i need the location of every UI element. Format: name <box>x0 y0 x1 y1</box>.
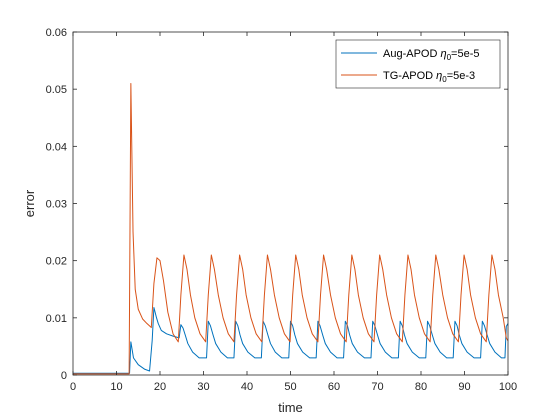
x-tick-label: 20 <box>154 381 166 393</box>
y-tick-label: 0.03 <box>46 199 67 211</box>
y-tick-label: 0.02 <box>46 256 67 268</box>
y-tick-label: 0.04 <box>46 141 67 153</box>
x-tick-label: 0 <box>70 381 76 393</box>
y-axis-label: error <box>22 189 37 217</box>
series-line-tg-apod <box>73 82 509 375</box>
x-tick-label: 60 <box>328 381 340 393</box>
plot-area-background <box>73 32 508 375</box>
series-line-aug-apod <box>73 307 509 374</box>
y-tick-label: 0.06 <box>46 27 67 39</box>
x-tick-label: 30 <box>197 381 209 393</box>
x-tick-label: 70 <box>371 381 383 393</box>
legend-box <box>335 39 501 89</box>
legend-entry-tg-apod: TG-APOD η0=5e-3 <box>383 70 475 84</box>
x-tick-label: 40 <box>241 381 253 393</box>
y-tick-label: 0.01 <box>46 313 67 325</box>
x-tick-label: 80 <box>415 381 427 393</box>
x-tick-label: 90 <box>458 381 470 393</box>
y-axis-ticks: 0 0.01 0.02 0.03 0.04 0.05 0.06 <box>46 27 508 382</box>
x-tick-label: 10 <box>110 381 122 393</box>
legend: Aug-APOD η0=5e-5 TG-APOD η0=5e-3 <box>335 39 501 89</box>
x-axis-ticks: 0 10 20 30 40 50 60 70 80 90 100 <box>70 32 517 393</box>
x-axis-label: time <box>278 400 303 415</box>
series-layer <box>73 82 509 375</box>
y-tick-label: 0 <box>61 370 67 382</box>
legend-entry-aug-apod: Aug-APOD η0=5e-5 <box>383 48 479 62</box>
x-tick-label: 100 <box>499 381 517 393</box>
y-tick-label: 0.05 <box>46 84 67 96</box>
x-tick-label: 50 <box>284 381 296 393</box>
